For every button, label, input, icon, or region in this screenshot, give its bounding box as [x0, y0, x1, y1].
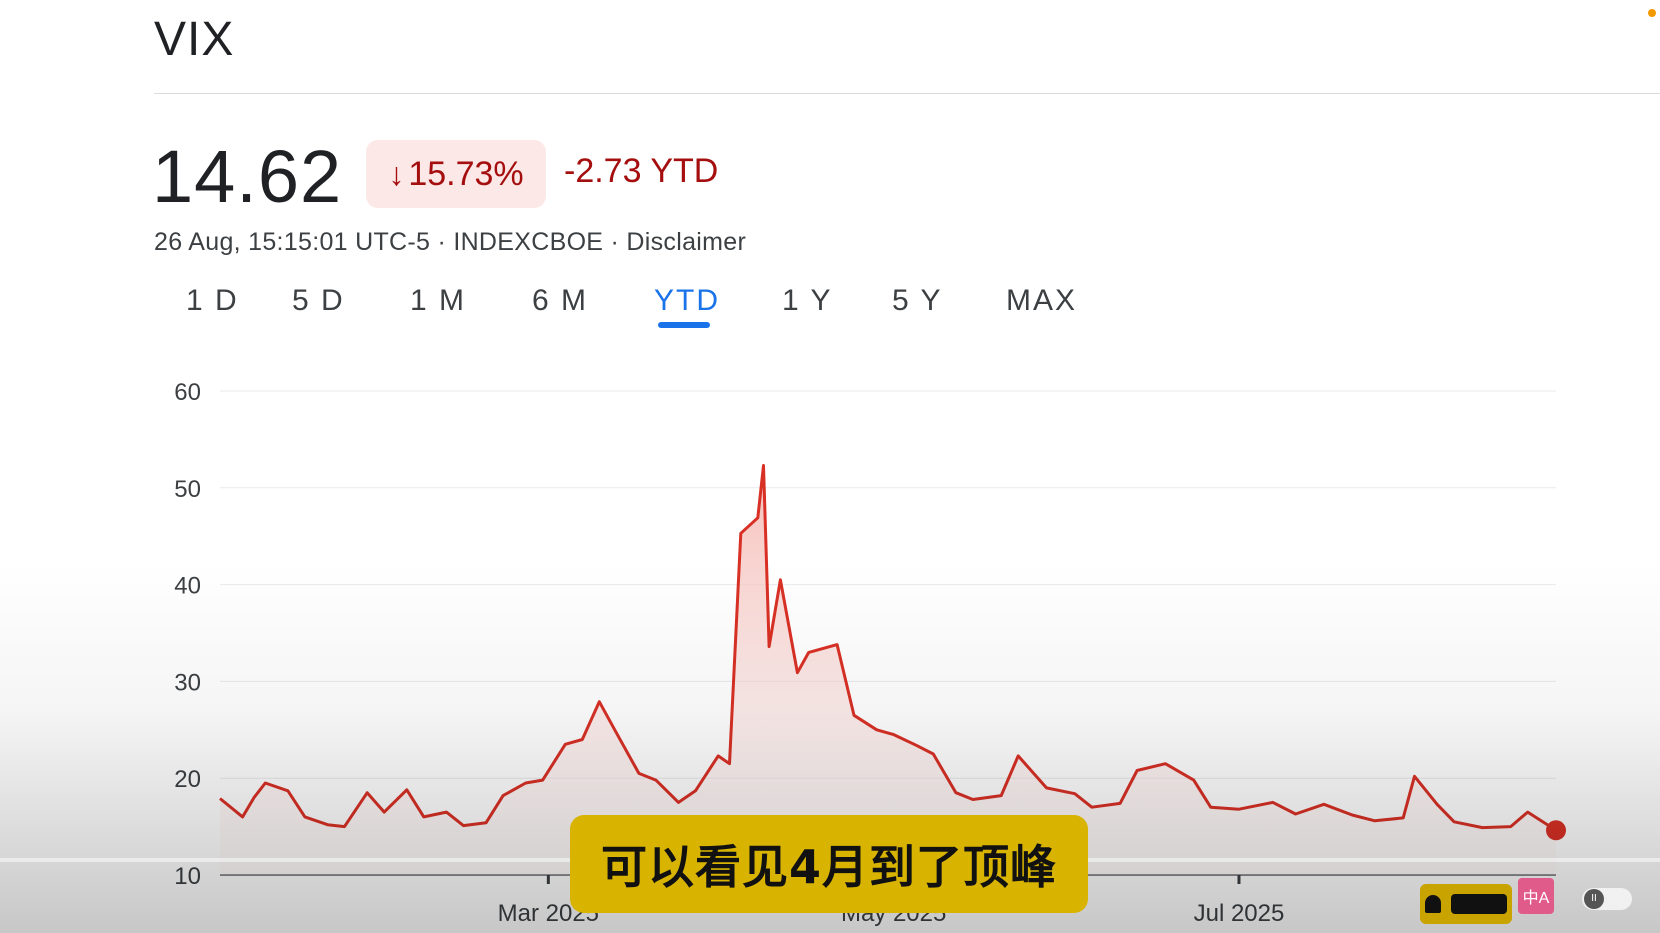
series-area: [220, 465, 1556, 875]
change-percent-badge: ↓ 15.73%: [366, 140, 546, 208]
x-tick-label: Jul 2025: [1194, 900, 1285, 927]
range-tabs: 1 D 5 D 1 M 6 M YTD 1 Y 5 Y MAX: [154, 284, 1114, 334]
autoplay-toggle[interactable]: II: [1582, 888, 1632, 910]
y-tick-label: 20: [174, 766, 201, 793]
tab-1m[interactable]: 1 M: [410, 284, 467, 317]
y-tick-label: 30: [174, 669, 201, 696]
pause-icon: II: [1584, 889, 1604, 909]
tab-ytd[interactable]: YTD: [654, 284, 720, 317]
arrow-down-icon: ↓: [388, 155, 405, 192]
subscribe-bell-icon[interactable]: [1420, 884, 1512, 924]
header-divider: [154, 93, 1660, 94]
tab-max[interactable]: MAX: [1006, 284, 1078, 317]
ytd-change: -2.73 YTD: [564, 152, 719, 190]
video-subtitle: 可以看见4月到了顶峰: [570, 815, 1088, 913]
series-line: [219, 464, 1557, 832]
translate-icon[interactable]: 中A: [1518, 878, 1554, 914]
tab-1y[interactable]: 1 Y: [782, 284, 833, 317]
status-dot: [1648, 9, 1656, 17]
tab-5d[interactable]: 5 D: [292, 284, 345, 317]
bell-icon: [1425, 895, 1441, 913]
y-tick-label: 50: [174, 476, 201, 503]
last-price-marker: [1546, 820, 1566, 841]
y-tick-label: 10: [174, 863, 201, 890]
current-price: 14.62: [152, 135, 343, 218]
ticker-symbol: VIX: [154, 13, 235, 66]
tab-6m[interactable]: 6 M: [532, 284, 589, 317]
y-tick-label: 60: [174, 379, 201, 406]
subscribed-pill: [1451, 894, 1507, 914]
tab-5y[interactable]: 5 Y: [892, 284, 943, 317]
tab-active-underline: [658, 322, 710, 328]
change-percent: 15.73%: [408, 154, 524, 193]
y-tick-label: 40: [174, 573, 201, 600]
quote-meta: 26 Aug, 15:15:01 UTC-5 · INDEXCBOE · Dis…: [154, 228, 747, 256]
tab-1d[interactable]: 1 D: [186, 284, 239, 317]
